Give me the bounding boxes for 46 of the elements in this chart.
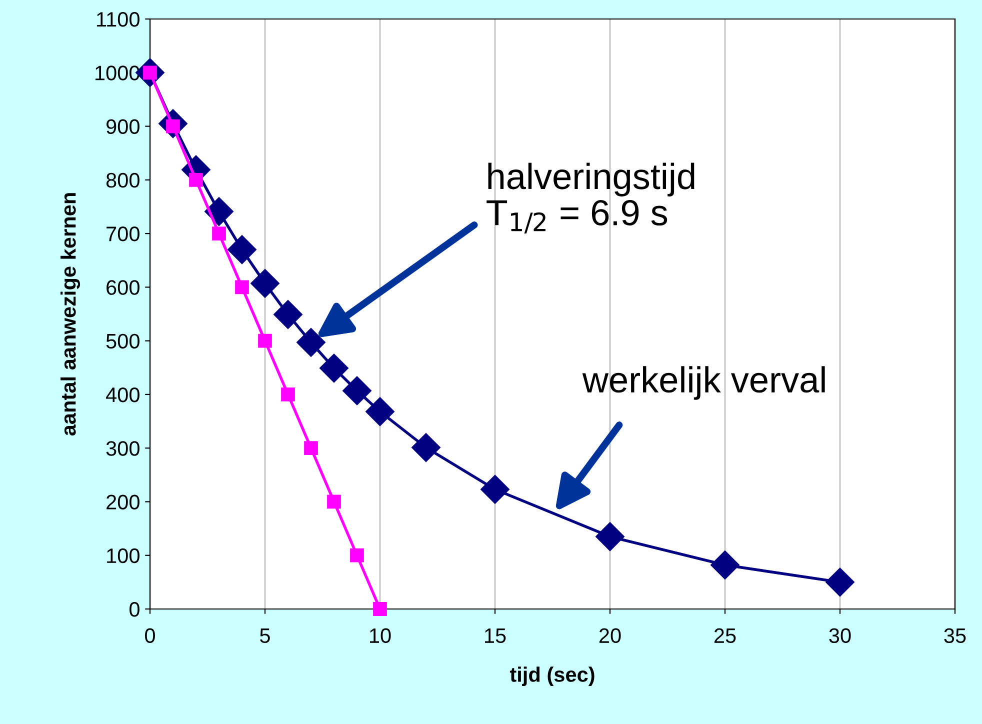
- y-tick-label: 0: [130, 602, 140, 617]
- point: [826, 568, 854, 597]
- y-tick-label: 700: [106, 226, 140, 242]
- point: [250, 268, 280, 298]
- point: [304, 441, 318, 456]
- x-tick-label: 10: [370, 628, 391, 644]
- y-tick-label: 900: [106, 119, 140, 134]
- point: [204, 197, 234, 226]
- x-tick-label: 0: [145, 628, 155, 644]
- point: [350, 548, 364, 562]
- y-tick-label: 600: [106, 280, 140, 295]
- point: [212, 226, 226, 240]
- y-tick-label: 100: [107, 548, 140, 564]
- point: [258, 334, 272, 348]
- point: [281, 388, 295, 402]
- point: [342, 376, 372, 406]
- y-axis-title: aantal aanwezige kernen: [60, 193, 80, 436]
- x-tick-label: 5: [260, 628, 270, 644]
- y-tick-label: 200: [106, 494, 140, 510]
- point: [296, 328, 326, 357]
- x-tick-label: 35: [944, 628, 966, 644]
- point: [320, 354, 348, 383]
- point: [710, 550, 740, 580]
- annotation: halveringstijd T$_{1/2}$ = 6.9 s: [486, 162, 694, 234]
- x-tick-label: 20: [599, 628, 621, 644]
- point: [274, 300, 302, 329]
- point: [412, 433, 440, 462]
- point: [366, 397, 394, 426]
- x-axis-title: tijd (sec): [510, 666, 594, 686]
- y-tick-label: 1100: [97, 12, 140, 27]
- point: [235, 280, 249, 294]
- x-tick-label: 15: [485, 628, 506, 644]
- y-tick-label: 1000: [96, 66, 140, 80]
- y-tick-label: 500: [106, 334, 140, 349]
- x-tick-label: 30: [829, 628, 851, 644]
- point: [327, 494, 341, 509]
- y-tick-label: 800: [106, 172, 140, 188]
- point: [480, 474, 510, 504]
- annotation: werkelijk verval: [582, 366, 825, 400]
- y-tick-label: 400: [106, 387, 140, 402]
- point: [189, 172, 203, 187]
- x-tick-label: 25: [714, 628, 736, 644]
- point: [596, 522, 624, 552]
- y-tick-label: 300: [106, 441, 140, 456]
- point: [373, 602, 387, 616]
- point: [228, 235, 256, 264]
